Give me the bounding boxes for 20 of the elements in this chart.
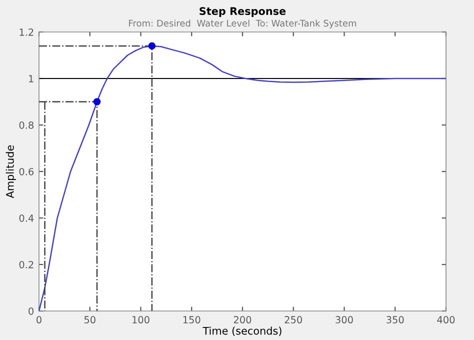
y-axis-title: Amplitude [6, 145, 16, 198]
x-tick-label: 200 [234, 316, 252, 324]
x-tick-label: 150 [183, 316, 200, 324]
chart-title: Step Response [200, 7, 286, 18]
chart-subtitle: From: Desired Water Level To: Water-Tank System [129, 20, 356, 28]
x-axis-title: Time (seconds) [202, 326, 282, 336]
x-tick-label: 250 [284, 316, 302, 324]
x-tick-label: 300 [336, 316, 353, 324]
y-tick-label: 0.4 [19, 214, 34, 222]
y-tick-label: 1 [29, 75, 34, 82]
y-tick-label: 0.8 [19, 121, 34, 129]
y-tick-label: 0 [28, 307, 34, 315]
x-tick-label: 100 [132, 316, 150, 324]
y-tick-label: 0.6 [19, 168, 34, 176]
y-tick-label: 1.2 [20, 28, 34, 36]
x-tick-label: 350 [386, 316, 404, 324]
y-tick-label: 0.2 [19, 260, 34, 268]
x-tick-label: 50 [84, 316, 96, 324]
x-tick-label: 0 [36, 316, 42, 324]
x-tick-label: 400 [437, 316, 455, 324]
